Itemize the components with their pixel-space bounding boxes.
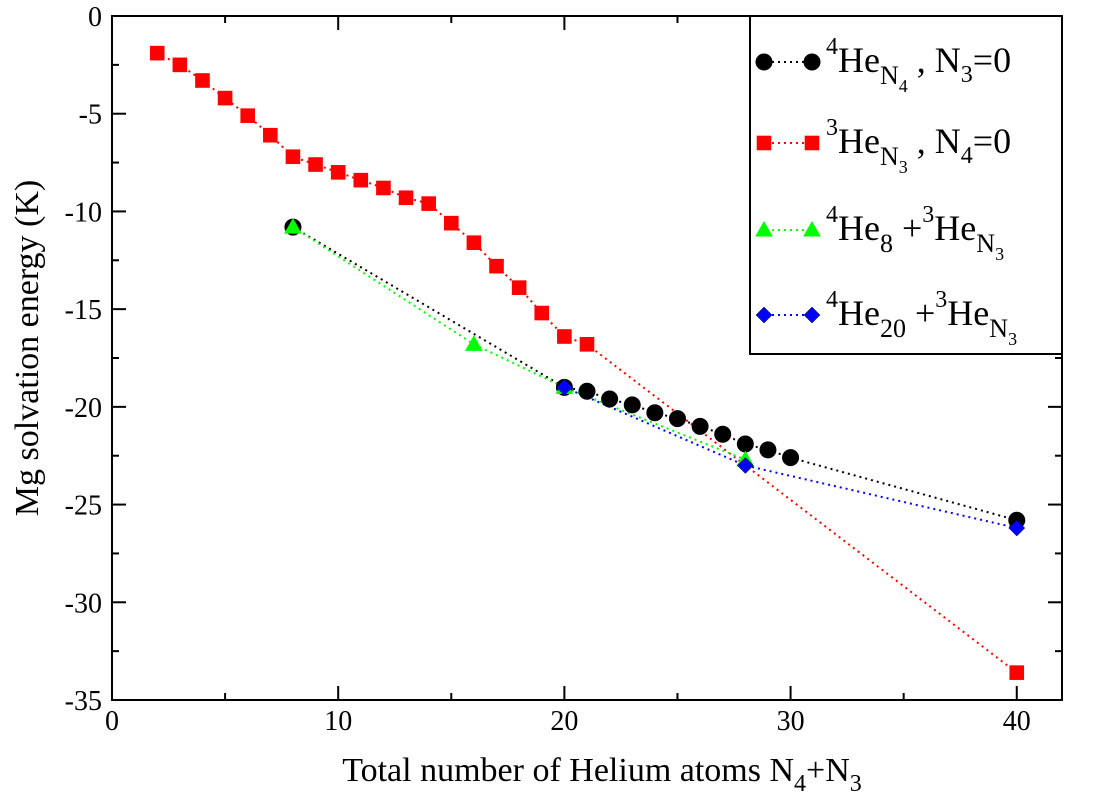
series-markers bbox=[149, 45, 1026, 680]
data-point-series-2 bbox=[1009, 665, 1025, 680]
legend-label-1: 4HeN4 , N3=0 bbox=[826, 34, 1011, 96]
legend-label-4: 4He20 +3HeN3 bbox=[826, 287, 1017, 349]
y-tick-label: -10 bbox=[65, 197, 102, 228]
legend-marker-3 bbox=[755, 220, 773, 237]
data-point-series-1 bbox=[782, 449, 800, 467]
y-tick-label: -15 bbox=[65, 295, 102, 326]
x-tick-label: 30 bbox=[777, 706, 805, 737]
data-point-series-2 bbox=[330, 165, 346, 180]
data-point-series-1 bbox=[623, 396, 641, 414]
data-point-series-1 bbox=[668, 410, 686, 428]
series-line-2 bbox=[156, 52, 1018, 674]
data-point-series-1 bbox=[736, 435, 754, 453]
legend-marker-4 bbox=[803, 306, 821, 324]
data-point-series-3 bbox=[284, 218, 302, 234]
legend: 4HeN4 , N3=0 3HeN3 , N4=0 4He8 +3HeN3 4He20… bbox=[749, 15, 1063, 355]
data-point-series-2 bbox=[466, 235, 482, 250]
data-point-series-1 bbox=[601, 390, 619, 408]
x-axis-label: Total number of Helium atoms N4+N3 bbox=[342, 752, 862, 796]
data-point-series-2 bbox=[579, 337, 595, 352]
y-tick-label: -30 bbox=[65, 588, 102, 619]
x-axis-label-main: Total number of Helium atoms N bbox=[342, 752, 794, 789]
legend-marker-3 bbox=[803, 220, 821, 237]
x-tick-label: 20 bbox=[550, 706, 578, 737]
x-tick-label: 40 bbox=[1003, 706, 1031, 737]
y-tick-label: -20 bbox=[65, 393, 102, 424]
data-point-series-4 bbox=[556, 378, 573, 396]
legend-label-2: 3HeN3 , N4=0 bbox=[826, 115, 1011, 177]
x-tick-label: 10 bbox=[324, 706, 352, 737]
data-point-series-2 bbox=[217, 90, 233, 106]
data-point-series-1 bbox=[578, 382, 596, 400]
x-axis-label-plus: +N bbox=[806, 752, 850, 789]
data-point-series-2 bbox=[376, 180, 391, 196]
data-point-series-3 bbox=[465, 335, 483, 351]
data-point-series-2 bbox=[511, 280, 527, 295]
data-point-series-1 bbox=[646, 404, 664, 422]
data-point-series-1 bbox=[759, 441, 777, 459]
data-point-series-2 bbox=[172, 57, 188, 73]
legend-marker-2 bbox=[756, 135, 772, 151]
data-point-series-2 bbox=[421, 196, 436, 211]
axis-ticks: 0 10 20 30 40 0 -5 -10 -15 -20 -25 -30 -35 bbox=[65, 2, 1062, 737]
data-point-series-2 bbox=[285, 149, 301, 165]
y-tick-label: -25 bbox=[65, 491, 102, 522]
data-point-series-2 bbox=[534, 305, 550, 321]
data-point-series-1 bbox=[691, 417, 709, 435]
data-point-series-1 bbox=[714, 425, 732, 443]
y-tick-label: -35 bbox=[65, 686, 102, 717]
y-axis-label: Mg solvation energy (K) bbox=[9, 180, 46, 516]
legend-marker-1 bbox=[803, 53, 821, 71]
x-tick-label: 0 bbox=[105, 706, 119, 737]
legend-box bbox=[749, 15, 1063, 355]
y-tick-label: -5 bbox=[79, 100, 102, 131]
data-point-series-2 bbox=[263, 127, 278, 143]
y-tick-label: 0 bbox=[88, 2, 102, 33]
data-point-series-2 bbox=[353, 172, 369, 188]
x-axis-label-sub2: 3 bbox=[850, 771, 862, 796]
legend-marker-2 bbox=[804, 135, 820, 151]
series-line-3 bbox=[292, 226, 746, 461]
data-point-series-2 bbox=[443, 215, 459, 231]
data-point-series-2 bbox=[308, 157, 323, 172]
data-point-series-2 bbox=[557, 329, 572, 344]
data-point-series-2 bbox=[195, 73, 210, 88]
data-point-series-2 bbox=[489, 258, 504, 274]
data-point-series-2 bbox=[149, 45, 165, 61]
legend-label-3: 4He8 +3HeN3 bbox=[826, 202, 1004, 264]
data-point-series-2 bbox=[240, 108, 256, 123]
x-axis-label-sub1: 4 bbox=[794, 771, 806, 796]
legend-marker-4 bbox=[755, 306, 773, 324]
data-point-series-2 bbox=[398, 190, 414, 206]
legend-marker-1 bbox=[755, 53, 773, 71]
data-point-series-4 bbox=[1008, 519, 1026, 537]
data-point-series-4 bbox=[736, 457, 754, 474]
